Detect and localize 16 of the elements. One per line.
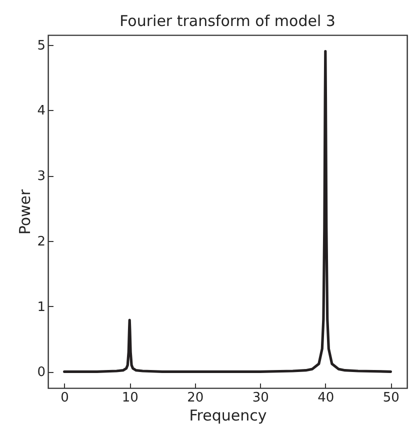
x-tick-label: 10 [122,390,138,406]
y-tick-label: 0 [37,365,46,380]
x-tick-label: 20 [187,390,204,406]
y-tick-label: 1 [37,300,46,315]
y-axis-title: Power [16,188,34,235]
x-tick-label: 50 [382,390,400,406]
line-series [63,50,392,373]
chart-title: Fourier transform of model 3 [120,12,336,30]
x-tick-label: 30 [252,390,269,406]
x-tick-label: 0 [60,390,69,406]
x-axis-title: Frequency [189,406,267,424]
y-tick-label: 2 [37,234,46,250]
x-tick-label: 40 [318,390,334,406]
y-tick-label: 3 [37,169,46,184]
y-tick-label: 5 [37,38,46,54]
y-tick-label: 4 [37,104,46,119]
